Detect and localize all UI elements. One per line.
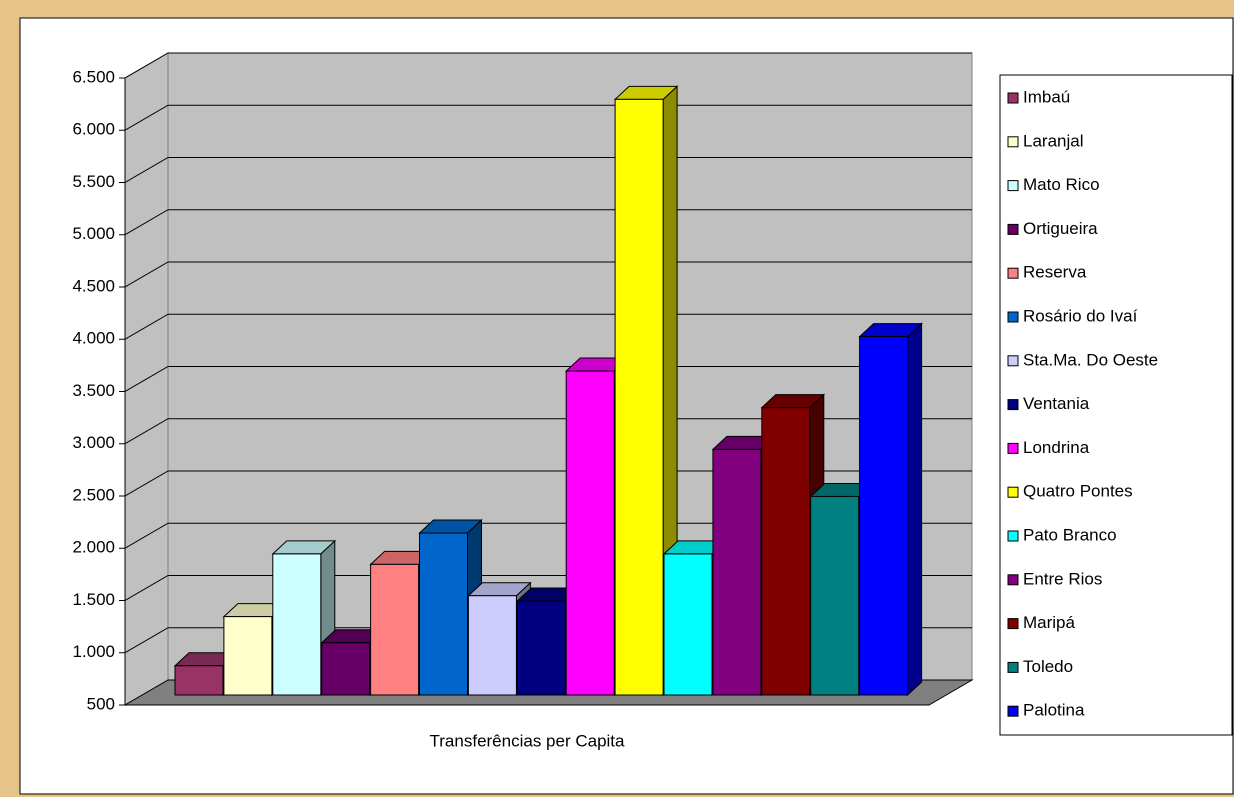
bar (663, 553, 713, 696)
y-tick-label: 2.000 (72, 538, 115, 557)
bar (761, 407, 811, 696)
legend-label: Maripá (1023, 613, 1076, 632)
legend-swatch (1007, 486, 1019, 498)
legend-swatch (1007, 355, 1019, 367)
bar-side (907, 322, 923, 697)
legend-swatch (1007, 92, 1019, 104)
y-tick-label: 2.500 (72, 485, 115, 504)
legend-label: Reserva (1023, 263, 1087, 282)
bar (565, 370, 615, 696)
bar (614, 98, 664, 696)
grid-line (124, 52, 972, 79)
legend-label: Palotina (1023, 701, 1085, 720)
grid-line (124, 522, 972, 549)
y-tick-label: 6.500 (72, 67, 115, 86)
grid-line (124, 104, 972, 131)
bar (321, 642, 371, 696)
grid-line (124, 313, 972, 340)
legend-swatch (1007, 574, 1019, 586)
bar (419, 532, 468, 696)
legend-label: Mato Rico (1023, 175, 1100, 194)
legend-swatch (1007, 180, 1019, 192)
bar (174, 665, 224, 696)
bar (272, 553, 322, 696)
bar (467, 595, 517, 696)
grid-line (124, 418, 972, 445)
y-tick-label: 5.500 (72, 172, 115, 191)
legend-label: Entre Rios (1023, 569, 1102, 588)
legend-swatch (1007, 267, 1019, 279)
legend-label: Sta.Ma. Do Oeste (1023, 350, 1158, 369)
legend-label: Ventania (1023, 394, 1090, 413)
legend-swatch (1007, 618, 1019, 630)
bar (810, 495, 860, 696)
y-tick-label: 6.000 (72, 120, 115, 139)
legend-label: Quatro Pontes (1023, 482, 1133, 501)
y-tick-label: 4.000 (72, 329, 115, 348)
legend-swatch (1007, 136, 1019, 148)
legend-swatch (1007, 399, 1019, 411)
legend-swatch (1007, 442, 1019, 454)
legend-label: Londrina (1023, 438, 1090, 457)
legend-label: Pato Branco (1023, 525, 1117, 544)
bar (859, 336, 909, 696)
grid-line (124, 470, 972, 497)
grid-line (124, 261, 972, 288)
legend-label: Laranjal (1023, 131, 1084, 150)
legend-swatch (1007, 223, 1019, 235)
grid-line (124, 157, 972, 183)
legend-swatch (1007, 311, 1019, 323)
bar (370, 563, 420, 696)
bar (223, 616, 273, 696)
y-tick-label: 500 (87, 694, 115, 713)
y-tick-label: 4.500 (72, 276, 115, 295)
legend-label: Rosário do Ivaí (1023, 306, 1138, 325)
y-tick-label: 3.000 (72, 433, 115, 452)
y-tick-label: 5.000 (72, 224, 115, 243)
legend (999, 74, 1233, 736)
bar (712, 448, 762, 696)
y-tick-label: 1.000 (72, 642, 115, 661)
bar (516, 600, 566, 696)
y-tick-label: 1.500 (72, 590, 115, 609)
grid-line (124, 209, 972, 236)
legend-label: Imbaú (1023, 87, 1070, 106)
legend-swatch (1007, 705, 1019, 717)
x-category-label: Transferências per Capita (430, 731, 626, 750)
legend-swatch (1007, 661, 1019, 673)
legend-label: Ortigueira (1023, 219, 1098, 238)
legend-swatch (1007, 530, 1019, 542)
legend-label: Toledo (1023, 657, 1073, 676)
y-tick-label: 3.500 (72, 381, 115, 400)
grid-line (124, 366, 972, 392)
